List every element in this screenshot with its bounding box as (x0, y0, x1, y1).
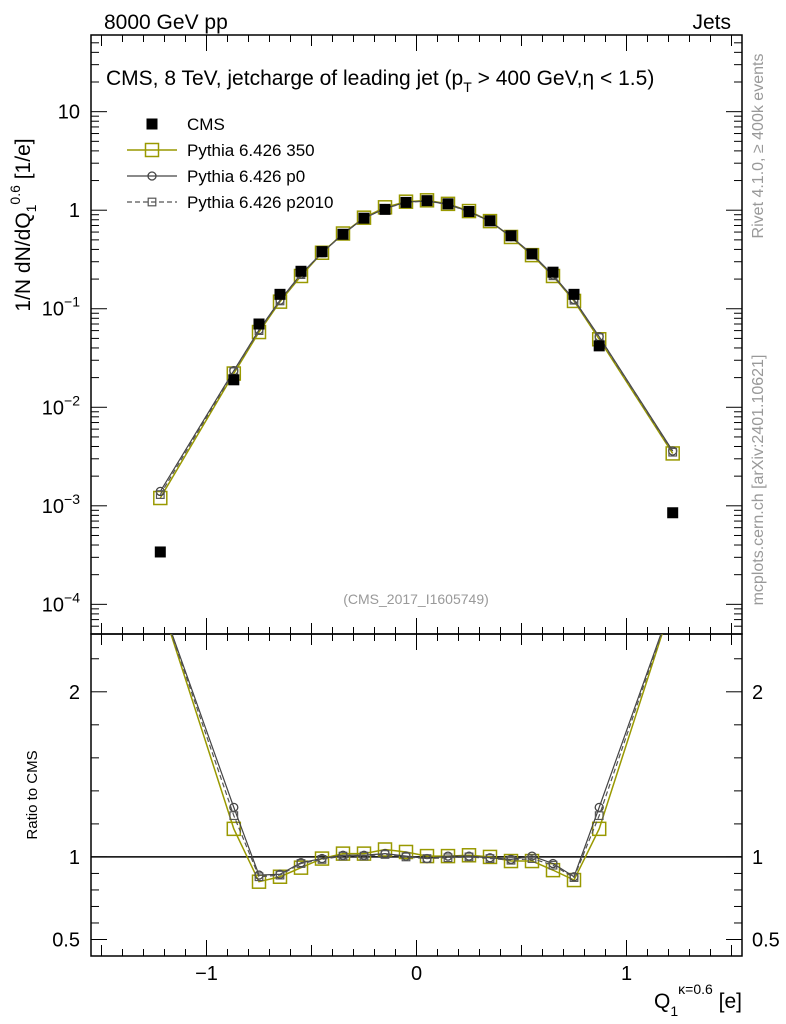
data-point-pythia-6-426-p2010 (155, 490, 165, 499)
y-tick-label: 1 (69, 200, 80, 222)
data-point-cms (463, 206, 475, 218)
ratio-point-pythia-6-426-p2010 (594, 811, 604, 821)
y-tick-label: 10 (58, 102, 80, 124)
ratio-point-pythia-6-426-p2010 (464, 852, 474, 862)
data-point-cms (421, 195, 433, 207)
ratio-point-pythia-6-426-p2010 (506, 855, 516, 865)
data-point-pythia-6-426-350 (153, 490, 168, 506)
legend-marker-pythia-6-426-350 (144, 142, 160, 158)
x-tick-label: 1 (621, 963, 632, 985)
data-point-cms (400, 196, 412, 208)
data-point-cms (379, 203, 391, 215)
ratio-point-pythia-6-426-350 (314, 851, 330, 866)
ratio-point-pythia-6-426-p2010 (296, 859, 306, 868)
chart-title: CMS, 8 TeV, jetcharge of leading jet (pT… (106, 67, 654, 95)
data-point-cms (667, 507, 679, 519)
ratio-point-pythia-6-426-p2010 (338, 851, 348, 861)
x-tick-label: −1 (195, 963, 218, 985)
ratio-point-pythia-6-426-p2010 (422, 854, 432, 863)
data-point-cms (358, 212, 370, 224)
ratio-tick-label: 1 (69, 847, 80, 869)
data-point-pythia-6-426-350 (356, 210, 372, 225)
ratio-tick-label-right: 2 (752, 682, 763, 704)
ratio-point-pythia-6-426-350 (461, 848, 477, 863)
x-axis-label: Q1κ=0.6 [e] (654, 981, 742, 1019)
ratio-point-pythia-6-426-350 (398, 844, 414, 860)
legend-marker-pythia-6-426-p0 (147, 171, 157, 181)
ratio-point-pythia-6-426-p2010 (527, 854, 537, 863)
ratio-point-pythia-6-426-p2010 (229, 811, 239, 821)
ratio-point-pythia-6-426-p2010 (443, 853, 453, 863)
data-point-pythia-6-426-350 (461, 203, 477, 219)
data-point-pythia-6-426-p2010 (668, 447, 678, 457)
ratio-tick-label-right: 1 (752, 847, 763, 869)
ratio-tick-label: 0.5 (52, 929, 80, 951)
ratio-point-pythia-6-426-350 (503, 853, 519, 869)
data-point-cms (547, 266, 559, 278)
ratio-point-pythia-6-426-350 (377, 842, 393, 857)
data-point-cms (253, 318, 265, 330)
legend: CMS Pythia 6.426 350 Pythia 6.426 p0 Pythia… (127, 115, 334, 212)
ratio-point-pythia-6-426-p2010 (569, 873, 579, 882)
legend-marker-pythia-6-426-p2010 (147, 197, 157, 207)
header-left: 8000 GeV pp (104, 11, 228, 34)
data-point-cms (337, 228, 349, 240)
y-tick-label: 10−4 (42, 589, 80, 616)
mcplots-label: mcplots.cern.ch [arXiv:2401.10621] (750, 355, 767, 606)
data-point-cms (442, 198, 454, 210)
ratio-tick-label: 2 (69, 682, 80, 704)
ratio-point-pythia-6-426-p2010 (401, 852, 411, 862)
data-point-cms (274, 288, 286, 300)
header-right: Jets (692, 11, 731, 34)
data-point-cms (228, 374, 240, 386)
ratio-point-pythia-6-426-p2010 (359, 851, 369, 861)
data-point-cms (154, 546, 166, 558)
rivet-label: Rivet 4.1.0, ≥ 400k events (750, 54, 767, 239)
ratio-y-axis-label: Ratio to CMS (24, 750, 41, 839)
data-point-cms (593, 340, 605, 352)
x-tick-label: 0 (411, 963, 422, 985)
ratio-point-pythia-6-426-p2010 (380, 850, 390, 859)
legend-label-cms: CMS (187, 115, 225, 134)
data-point-cms (526, 248, 538, 260)
legend-label-pythia-6-426-p0: Pythia 6.426 p0 (187, 167, 305, 186)
ratio-point-pythia-6-426-p2010 (275, 870, 285, 880)
data-point-cms (568, 288, 580, 300)
y-tick-label: 10−3 (42, 491, 80, 518)
y-tick-label: 10−1 (42, 294, 80, 321)
ratio-point-pythia-6-426-p2010 (548, 860, 558, 870)
data-point-cms (484, 215, 496, 227)
y-axis-label: 1/N dN/dQ10.6 [1/e] (7, 138, 39, 311)
y-tick-label: 10−2 (42, 392, 80, 419)
data-point-cms (295, 265, 307, 277)
ratio-point-pythia-6-426-350 (226, 821, 242, 837)
legend-marker-cms (146, 118, 158, 130)
legend-label-pythia-6-426-p2010: Pythia 6.426 p2010 (187, 193, 334, 212)
data-point-pythia-6-426-350 (335, 226, 351, 241)
analysis-tag: (CMS_2017_I1605749) (343, 591, 489, 607)
data-point-pythia-6-426-350 (419, 193, 435, 208)
ratio-point-pythia-6-426-p2010 (254, 872, 264, 882)
ratio-point-pythia-6-426-350 (591, 821, 607, 837)
legend-label-pythia-6-426-350: Pythia 6.426 350 (187, 141, 315, 160)
ratio-point-pythia-6-426-p2010 (485, 854, 495, 863)
data-point-cms (505, 230, 517, 242)
data-point-pythia-6-426-350 (482, 213, 498, 229)
data-point-cms (316, 246, 328, 258)
ratio-point-pythia-6-426-p2010 (317, 854, 327, 864)
ratio-tick-label-right: 0.5 (752, 929, 780, 951)
